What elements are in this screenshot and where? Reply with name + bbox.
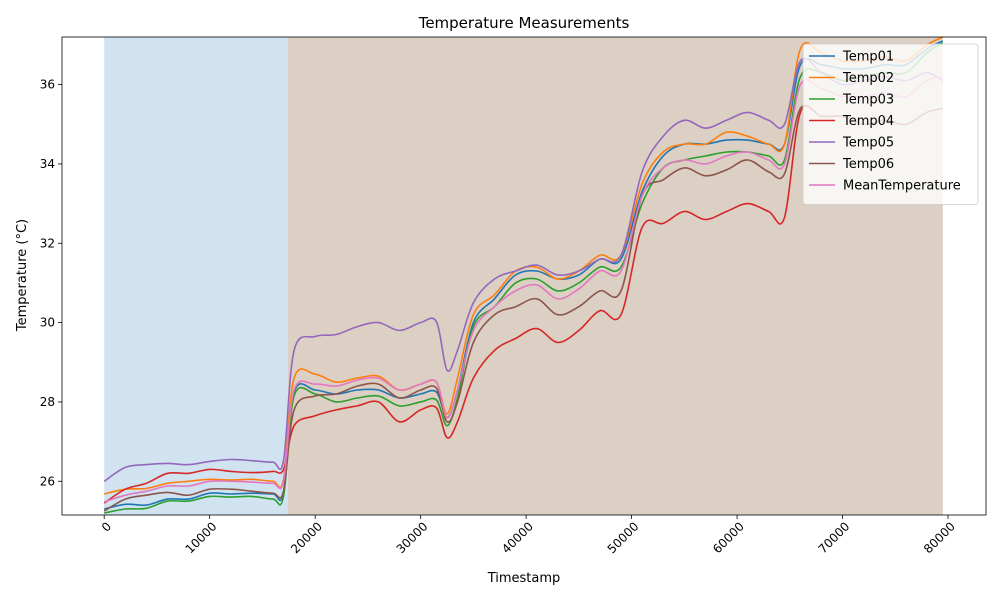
series-line-temp06	[103, 104, 944, 512]
y-tick-label: 34	[40, 157, 55, 171]
y-tick-label: 26	[40, 474, 55, 488]
y-tick-label: 28	[40, 395, 55, 409]
series-line-temp03	[104, 42, 944, 514]
x-tick-label: 40000	[499, 519, 536, 556]
series-line-temp04	[103, 104, 944, 504]
legend-label: Temp03	[842, 93, 894, 108]
x-tick-label: 70000	[816, 519, 853, 556]
legend-label: Temp02	[842, 71, 894, 86]
chart-title: Temperature Measurements	[418, 14, 630, 32]
legend-label: Temp05	[842, 136, 894, 151]
legend: Temp01 Temp02 Temp03 Temp04 Temp05 Temp06 Mean…	[802, 43, 979, 205]
series-line-temp02	[104, 36, 944, 495]
legend-label: Temp04	[842, 114, 894, 129]
series-line-temp05	[103, 57, 944, 482]
x-axis-label: Timestamp	[487, 571, 561, 586]
legend-label: MeanTemperature	[843, 179, 961, 194]
x-tick-label: 30000	[394, 519, 431, 556]
series-line-meantemperature	[103, 75, 943, 503]
x-tick-label: 60000	[710, 519, 747, 556]
plot-frame	[61, 36, 987, 516]
y-tick-label: 36	[40, 78, 55, 92]
series-line-temp01	[104, 40, 944, 510]
x-tick-label: 50000	[605, 519, 642, 556]
x-axis-ticks: 0 10000 20000 30000 40000 50000 60000 70000 8000…	[99, 515, 958, 556]
x-tick-label: 0	[99, 519, 114, 534]
y-axis-ticks: 26 28 30 32 34 36	[40, 78, 62, 488]
shaded-region-1	[104, 37, 288, 515]
y-tick-label: 30	[40, 316, 55, 330]
x-tick-label: 10000	[183, 519, 220, 556]
legend-box	[802, 43, 979, 205]
legend-label: Temp06	[842, 157, 894, 172]
legend-label: Temp01	[842, 50, 894, 65]
y-axis-label: Temperature (°C)	[15, 219, 30, 332]
shaded-regions	[104, 37, 943, 515]
x-tick-label: 20000	[288, 519, 325, 556]
series-lines	[103, 36, 944, 514]
y-tick-label: 32	[40, 236, 55, 250]
x-tick-label: 80000	[921, 519, 958, 556]
